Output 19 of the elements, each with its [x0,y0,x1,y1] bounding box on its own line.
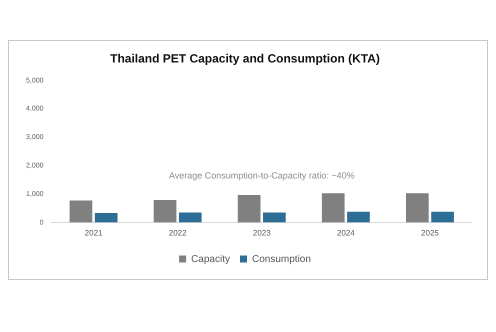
x-tick-label: 2022 [168,228,188,238]
legend-label: Capacity [191,254,230,265]
x-tick-label: 2023 [252,228,272,238]
bar [178,212,202,222]
annotation: Average Consumption-to-Capacity ratio: ~40% [168,170,355,180]
bar [70,200,92,222]
bar [406,193,429,222]
bar [238,194,260,222]
x-tick-label: 2021 [84,228,104,238]
bar [263,212,286,222]
chart-title: Thailand PET Capacity and Consumption (KTA) [110,52,380,66]
bar [431,212,454,222]
x-tick-label: 2025 [421,228,440,238]
bar [322,193,345,222]
bar [94,213,118,222]
x-tick-label: 2024 [336,228,356,238]
legend-label: Consumption [252,254,311,265]
bar [347,212,370,222]
bar [154,200,176,222]
